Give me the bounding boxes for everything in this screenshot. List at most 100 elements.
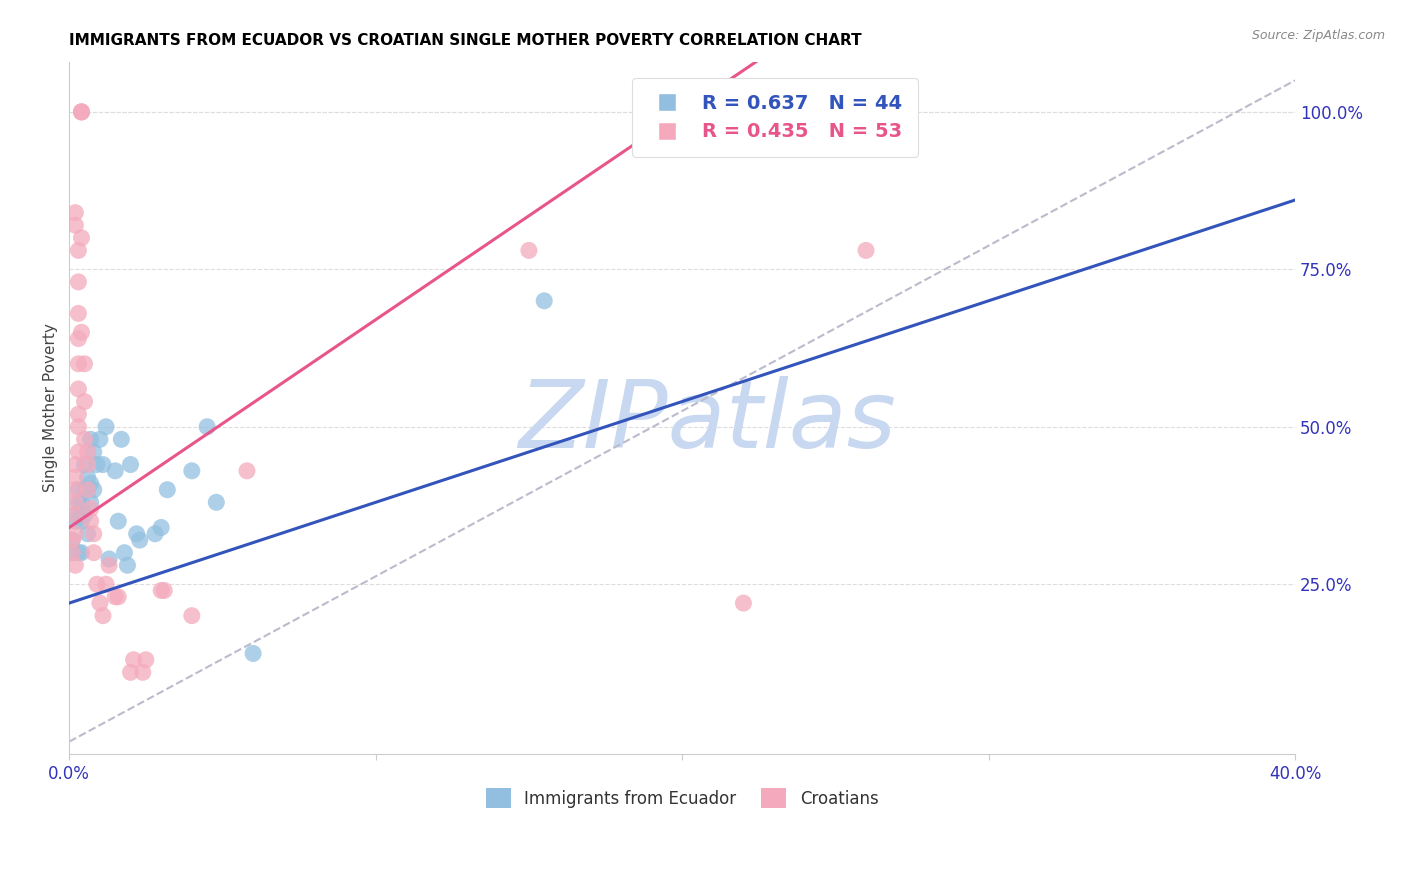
Point	[76, 526, 98, 541]
Point	[132, 665, 155, 680]
Point	[76, 470, 98, 484]
Point	[150, 520, 173, 534]
Point	[70, 501, 93, 516]
Point	[517, 244, 540, 258]
Point	[73, 458, 96, 472]
Point	[79, 514, 101, 528]
Point	[67, 445, 90, 459]
Point	[79, 495, 101, 509]
Point	[65, 495, 87, 509]
Point	[67, 382, 90, 396]
Point	[70, 546, 93, 560]
Point	[120, 458, 142, 472]
Legend: Immigrants from Ecuador, Croatians: Immigrants from Ecuador, Croatians	[479, 781, 884, 815]
Point	[83, 526, 105, 541]
Point	[671, 104, 693, 119]
Point	[156, 483, 179, 497]
Point	[120, 665, 142, 680]
Point	[67, 357, 90, 371]
Point	[128, 533, 150, 547]
Point	[67, 275, 90, 289]
Text: IMMIGRANTS FROM ECUADOR VS CROATIAN SINGLE MOTHER POVERTY CORRELATION CHART: IMMIGRANTS FROM ECUADOR VS CROATIAN SING…	[69, 33, 862, 48]
Point	[76, 445, 98, 459]
Point	[70, 231, 93, 245]
Point	[70, 104, 93, 119]
Point	[65, 458, 87, 472]
Y-axis label: Single Mother Poverty: Single Mother Poverty	[44, 324, 58, 492]
Point	[65, 508, 87, 522]
Point	[60, 546, 83, 560]
Point	[86, 577, 108, 591]
Point	[83, 445, 105, 459]
Point	[79, 501, 101, 516]
Point	[98, 558, 121, 573]
Point	[150, 583, 173, 598]
Point	[73, 508, 96, 522]
Point	[242, 647, 264, 661]
Point	[86, 458, 108, 472]
Point	[91, 608, 114, 623]
Point	[76, 483, 98, 497]
Point	[107, 590, 129, 604]
Point	[67, 495, 90, 509]
Point	[195, 419, 218, 434]
Point	[122, 653, 145, 667]
Point	[67, 332, 90, 346]
Point	[65, 558, 87, 573]
Point	[73, 483, 96, 497]
Point	[67, 419, 90, 434]
Point	[107, 514, 129, 528]
Point	[70, 514, 93, 528]
Point	[855, 244, 877, 258]
Point	[60, 533, 83, 547]
Text: Source: ZipAtlas.com: Source: ZipAtlas.com	[1251, 29, 1385, 42]
Point	[65, 470, 87, 484]
Point	[65, 483, 87, 497]
Point	[65, 514, 87, 528]
Point	[180, 464, 202, 478]
Point	[70, 326, 93, 340]
Point	[67, 306, 90, 320]
Point	[73, 394, 96, 409]
Point	[153, 583, 176, 598]
Point	[89, 433, 111, 447]
Point	[205, 495, 228, 509]
Point	[70, 104, 93, 119]
Point	[98, 552, 121, 566]
Point	[65, 526, 87, 541]
Point	[143, 526, 166, 541]
Point	[65, 205, 87, 219]
Point	[91, 458, 114, 472]
Point	[76, 458, 98, 472]
Point	[73, 357, 96, 371]
Point	[135, 653, 157, 667]
Point	[83, 483, 105, 497]
Point	[94, 577, 117, 591]
Point	[112, 546, 135, 560]
Point	[83, 546, 105, 560]
Point	[79, 433, 101, 447]
Point	[65, 508, 87, 522]
Point	[89, 596, 111, 610]
Point	[104, 590, 127, 604]
Point	[533, 293, 555, 308]
Point	[236, 464, 259, 478]
Point	[79, 476, 101, 491]
Point	[104, 464, 127, 478]
Point	[67, 244, 90, 258]
Point	[76, 483, 98, 497]
Point	[73, 433, 96, 447]
Point	[67, 407, 90, 421]
Point	[117, 558, 139, 573]
Point	[733, 596, 755, 610]
Point	[70, 495, 93, 509]
Point	[180, 608, 202, 623]
Point	[67, 483, 90, 497]
Point	[110, 433, 132, 447]
Point	[125, 526, 148, 541]
Point	[60, 546, 83, 560]
Point	[60, 533, 83, 547]
Point	[94, 419, 117, 434]
Point	[67, 546, 90, 560]
Text: ZIPatlas: ZIPatlas	[517, 376, 896, 467]
